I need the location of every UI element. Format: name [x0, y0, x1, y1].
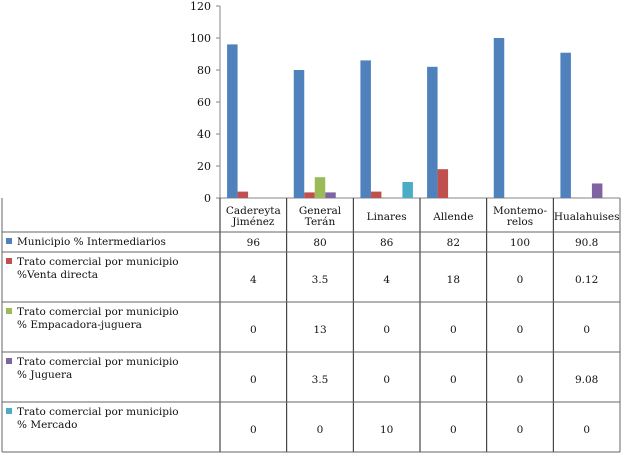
- data-table-cell: 10: [380, 424, 393, 436]
- data-table-cell: 86: [380, 237, 394, 249]
- y-tick-label: 0: [204, 192, 211, 205]
- data-table-cell: 9.08: [575, 374, 598, 386]
- legend-label-5: % Mercado: [17, 419, 77, 431]
- data-table-cell: 0: [517, 274, 524, 286]
- y-tick-label: 80: [197, 64, 211, 77]
- legend-key-2: [6, 258, 12, 264]
- x-category-label: relos: [507, 216, 533, 228]
- data-table-cell: 0: [583, 424, 590, 436]
- bar-1-6: [560, 52, 571, 198]
- legend-label-1: Municipio % Intermediarios: [17, 236, 166, 248]
- data-table-cell: 0: [450, 374, 457, 386]
- data-table-cell: 0: [517, 424, 524, 436]
- data-table-cell: 82: [447, 237, 460, 249]
- data-table-cell: 0: [250, 424, 257, 436]
- y-tick-label: 20: [197, 160, 211, 173]
- bar-2-4: [437, 169, 449, 198]
- data-table-cell: 3.5: [312, 374, 329, 386]
- bar-1-5: [493, 38, 505, 198]
- data-table-cell: 80: [313, 237, 326, 249]
- bar-2-2: [304, 192, 315, 198]
- legend-key-1: [6, 238, 12, 244]
- data-table-cell: 100: [510, 237, 530, 249]
- x-category-label: Linares: [367, 211, 407, 223]
- legend-label-3: Trato comercial por municipio: [17, 306, 179, 318]
- data-table-cell: 0: [583, 324, 590, 336]
- legend-label-2: %Venta directa: [17, 269, 98, 281]
- data-table-cell: 0: [250, 374, 257, 386]
- bar-1-2: [293, 70, 305, 198]
- y-tick-label: 100: [190, 32, 211, 45]
- data-table-cell: 0: [517, 374, 524, 386]
- bar-5-3: [402, 182, 413, 198]
- x-category-label: Montemo-: [493, 205, 548, 217]
- data-table-cell: 3.5: [312, 274, 329, 286]
- bar-2-1: [237, 191, 249, 198]
- data-table-cell: 0: [250, 324, 257, 336]
- legend-label-3: % Empacadora-juguera: [17, 319, 142, 331]
- x-category-label: Terán: [305, 216, 336, 228]
- data-table-cell: 0: [383, 374, 390, 386]
- legend-label-2: Trato comercial por municipio: [17, 256, 179, 268]
- x-category-label: General: [299, 205, 342, 217]
- bar-4-6: [591, 183, 603, 198]
- data-table-cell: 18: [447, 274, 460, 286]
- y-tick-label: 40: [197, 128, 211, 141]
- data-table-cell: 4: [383, 274, 390, 286]
- legend-key-3: [6, 308, 12, 314]
- legend-label-5: Trato comercial por municipio: [17, 406, 179, 418]
- legend-label-4: % Juguera: [17, 369, 72, 381]
- y-tick-label: 60: [197, 96, 211, 109]
- bar-1-3: [360, 60, 371, 199]
- x-category-label: Hualahuises: [554, 211, 620, 223]
- bar-4-2: [325, 192, 336, 198]
- data-table-cell: 0: [317, 424, 324, 436]
- y-tick-label: 120: [190, 0, 211, 13]
- bar-3-2: [314, 177, 326, 198]
- x-category-label: Allende: [432, 211, 473, 223]
- data-table-cell: 90.8: [575, 237, 598, 249]
- data-table-cell: 4: [250, 274, 257, 286]
- bar-1-1: [227, 44, 238, 199]
- bar-1-4: [427, 66, 438, 198]
- legend-label-4: Trato comercial por municipio: [17, 356, 179, 368]
- data-table-cell: 0: [450, 324, 457, 336]
- data-table-cell: 96: [247, 237, 261, 249]
- legend-key-5: [6, 408, 12, 414]
- data-table-cell: 0: [517, 324, 524, 336]
- data-table-cell: 0.12: [575, 274, 598, 286]
- bar-2-3: [370, 191, 382, 198]
- data-table-cell: 0: [450, 424, 457, 436]
- x-category-label: Cadereyta: [226, 205, 281, 217]
- data-table-cell: 0: [383, 324, 390, 336]
- data-table-cell: 13: [313, 324, 326, 336]
- x-category-label: Jiménez: [231, 216, 275, 228]
- legend-key-4: [6, 358, 12, 364]
